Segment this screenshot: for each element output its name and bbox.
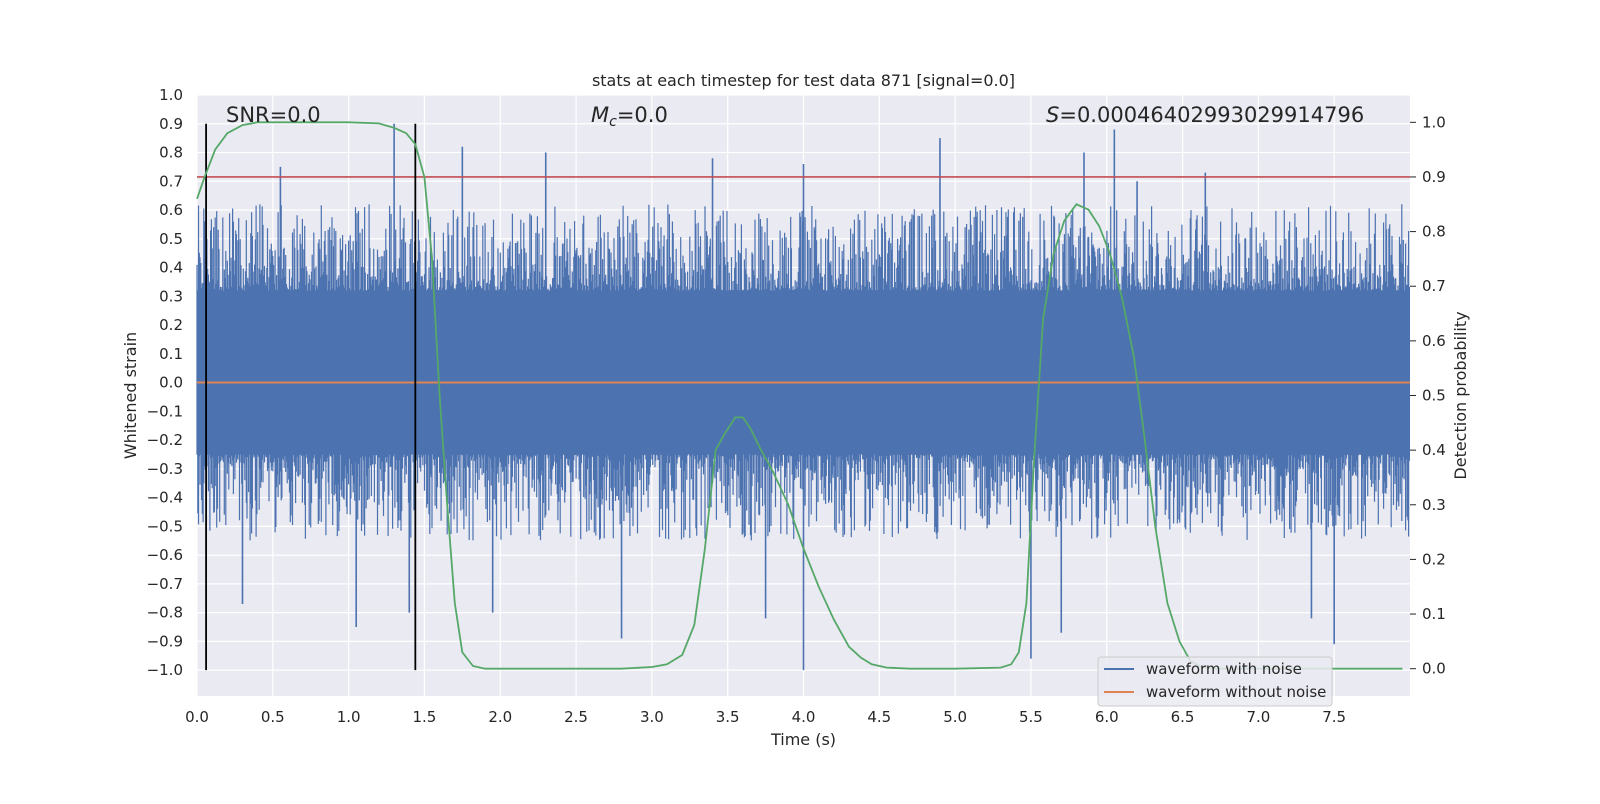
x-tick-label: 3.0 bbox=[640, 708, 664, 726]
y-tick-label: 0.7 bbox=[159, 172, 183, 190]
mc-value: =0.0 bbox=[617, 103, 668, 127]
y2-tick-label: 0.5 bbox=[1422, 387, 1446, 405]
x-tick-label: 7.5 bbox=[1322, 708, 1346, 726]
y2-tick-label: 0.8 bbox=[1422, 223, 1446, 241]
s-symbol: S bbox=[1046, 103, 1059, 127]
y-tick-label: 0.3 bbox=[159, 287, 183, 305]
chirp-mass-annotation: Mc=0.0 bbox=[591, 103, 668, 130]
score-annotation: S=0.00046402993029914796 bbox=[1046, 103, 1364, 127]
x-tick-label: 2.5 bbox=[564, 708, 588, 726]
y-tick-label: 0.4 bbox=[159, 259, 183, 277]
y-tick-label: 1.0 bbox=[159, 86, 183, 104]
x-tick-label: 2.0 bbox=[488, 708, 512, 726]
y-tick-label: −0.2 bbox=[147, 431, 183, 449]
x-tick-label: 6.0 bbox=[1095, 708, 1119, 726]
y2-tick-label: 0.2 bbox=[1422, 550, 1446, 568]
x-tick-label: 4.5 bbox=[867, 708, 891, 726]
y-tick-label: 0.8 bbox=[159, 144, 183, 162]
y2-tick-label: 0.9 bbox=[1422, 168, 1446, 186]
x-tick-label: 4.0 bbox=[792, 708, 816, 726]
x-tick-label: 1.0 bbox=[337, 708, 361, 726]
legend-label-clean: waveform without noise bbox=[1146, 683, 1326, 701]
y2-tick-label: 0.7 bbox=[1422, 277, 1446, 295]
y-tick-label: −0.6 bbox=[147, 546, 183, 564]
x-tick-label: 7.0 bbox=[1246, 708, 1270, 726]
x-tick-label: 5.0 bbox=[943, 708, 967, 726]
snr-annotation: SNR=0.0 bbox=[226, 103, 321, 127]
legend: waveform with noise waveform without noi… bbox=[1097, 656, 1333, 707]
y2-tick-label: 0.1 bbox=[1422, 605, 1446, 623]
y-axis-label: Whitened strain bbox=[121, 332, 140, 459]
legend-label-noise: waveform with noise bbox=[1146, 660, 1302, 678]
x-tick-label: 5.5 bbox=[1019, 708, 1043, 726]
x-tick-label: 3.5 bbox=[716, 708, 740, 726]
y-tick-label: 0.2 bbox=[159, 316, 183, 334]
mc-subscript: c bbox=[609, 114, 617, 130]
overlay-lines bbox=[196, 121, 1410, 671]
y-tick-label: −0.4 bbox=[147, 489, 183, 507]
x-tick-label: 6.5 bbox=[1171, 708, 1195, 726]
y2-tick-label: 0.3 bbox=[1422, 496, 1446, 514]
s-value: =0.00046402993029914796 bbox=[1059, 103, 1364, 127]
snr-value: =0.0 bbox=[270, 103, 321, 127]
y-tick-label: 0.6 bbox=[159, 201, 183, 219]
y2-tick-label: 1.0 bbox=[1422, 113, 1446, 131]
snr-prefix: SNR bbox=[226, 103, 270, 127]
y-tick-label: −0.1 bbox=[147, 402, 183, 420]
y2-axis-label: Detection probability bbox=[1451, 311, 1470, 479]
y-tick-label: 0.9 bbox=[159, 115, 183, 133]
y-tick-label: −0.7 bbox=[147, 575, 183, 593]
y-tick-label: 0.5 bbox=[159, 230, 183, 248]
y-tick-label: −0.3 bbox=[147, 460, 183, 478]
y2-tick-label: 0.4 bbox=[1422, 441, 1446, 459]
chart-title: stats at each timestep for test data 871… bbox=[592, 71, 1015, 90]
noise-waveform bbox=[196, 123, 1410, 671]
x-tick-label: 0.5 bbox=[261, 708, 285, 726]
x-tick-label: 0.0 bbox=[185, 708, 209, 726]
tick-labels: 0.0 0.5 1.0 1.5 2.0 2.5 3.0 3.5 4.0 4.5 5.0 5.5 6.0 6… bbox=[147, 86, 1446, 726]
y-tick-label: −0.8 bbox=[147, 604, 183, 622]
y-tick-label: −0.9 bbox=[147, 632, 183, 650]
x-tick-label: 1.5 bbox=[413, 708, 437, 726]
x-axis-label: Time (s) bbox=[770, 730, 836, 749]
y-tick-label: 0.0 bbox=[159, 374, 183, 392]
y2-tick-label: 0.0 bbox=[1422, 660, 1446, 678]
mc-symbol: M bbox=[591, 103, 609, 127]
y-tick-label: −0.5 bbox=[147, 517, 183, 535]
y-tick-label: 0.1 bbox=[159, 345, 183, 363]
y2-tick-label: 0.6 bbox=[1422, 332, 1446, 350]
y-tick-label: −1.0 bbox=[147, 661, 183, 679]
legend-box bbox=[1097, 656, 1333, 707]
detection-probability-line bbox=[196, 121, 1403, 670]
